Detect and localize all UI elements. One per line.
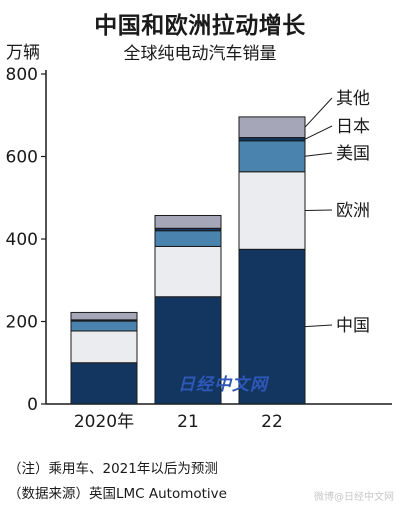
y-tick-label: 0 [27,395,38,415]
legend-label: 日本 [336,117,370,137]
chart-title: 中国和欧洲拉动增长 [94,13,306,39]
y-tick-label: 600 [6,148,38,168]
x-tick-label: 2020年 [74,412,134,432]
bar-segment-1-2 [154,230,222,247]
legend-leader-line [304,324,333,328]
bar-segment-0-4 [70,311,138,321]
bar-segment-0-1 [70,330,138,364]
bar-segment-0-2 [70,320,138,332]
chart-subtitle: 全球纯电动汽车销量 [123,44,277,64]
x-tick-label: 22 [261,412,283,432]
footnote: （注）乘用车、2021年以后为预测 [8,461,218,477]
y-tick-label: 400 [6,230,38,250]
legend-leader-line [304,152,333,157]
bar-segment-1-4 [154,214,222,229]
bar-segment-2-2 [238,140,306,173]
legend-leader-line [304,125,333,140]
legend-label: 其他 [336,89,370,109]
legend-label: 美国 [336,144,370,164]
bar-segment-2-1 [238,171,306,250]
watermark-text: 日经中文网 [178,375,268,395]
bar-segment-1-1 [154,245,222,298]
legend-label: 欧洲 [336,201,370,221]
bar-segment-2-4 [238,116,306,139]
bar-segment-1-0 [154,296,222,405]
x-tick-label: 21 [177,412,199,432]
y-tick-label: 200 [6,313,38,333]
data-source-note: （数据来源）英国LMC Automotive [8,486,227,502]
legend-label: 中国 [336,316,370,336]
y-tick-label: 800 [6,65,38,85]
social-watermark: 微博@日经中文网 [314,492,394,503]
legend-leader-line [304,209,333,212]
y-axis-unit: 万辆 [6,43,40,63]
legend-leader-line [304,97,333,128]
bar-segment-0-0 [70,362,138,405]
